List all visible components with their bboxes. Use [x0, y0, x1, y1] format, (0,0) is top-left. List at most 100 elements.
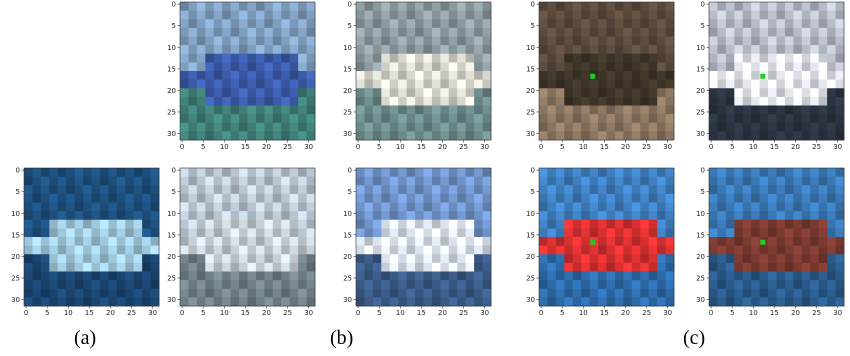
- green-marker: [760, 239, 766, 245]
- x-tick-label: 5: [560, 143, 564, 151]
- green-marker: [760, 73, 766, 79]
- x-tick-label: 20: [262, 309, 271, 317]
- x-tick-label: 10: [220, 143, 229, 151]
- x-tick-label: 5: [560, 309, 564, 317]
- y-tick-label: 15: [11, 231, 20, 239]
- y-tick-label: 30: [343, 130, 352, 138]
- image-panel-svg: 0 5 10 15 20 25 30 0 5 10 15 20 25 30: [167, 167, 316, 317]
- panel-b-top-right: 0 5 10 15 20 25 30 0 5 10 15 20 25 30: [340, 0, 495, 152]
- y-tick-label: 10: [11, 210, 20, 218]
- y-tick-label: 10: [696, 44, 705, 52]
- y-tick-label: 0: [348, 167, 352, 175]
- x-tick-label: 0: [356, 309, 360, 317]
- y-tick-label: 15: [696, 65, 705, 73]
- y-tick-label: 5: [348, 22, 352, 30]
- x-tick-label: 0: [180, 309, 184, 317]
- x-tick-label: 30: [663, 143, 672, 151]
- image-panel-svg: 0 5 10 15 20 25 30 0 5 10 15 20 25 30: [696, 167, 845, 317]
- image-panel-svg: 0 5 10 15 20 25 30 0 5 10 15 20 25 30: [343, 167, 492, 317]
- y-tick-label: 10: [526, 210, 535, 218]
- panel-b-bottom-right: 0 5 10 15 20 25 30 0 5 10 15 20 25 30: [340, 166, 495, 318]
- y-tick-label: 30: [696, 296, 705, 304]
- y-tick-label: 20: [167, 87, 176, 95]
- y-tick-label: 5: [701, 188, 705, 196]
- image-panel-svg: 0 5 10 15 20 25 30 0 5 10 15 20 25 30: [696, 1, 845, 151]
- y-tick-label: 25: [11, 274, 20, 282]
- x-tick-label: 20: [438, 309, 447, 317]
- y-tick-label: 30: [526, 130, 535, 138]
- x-tick-label: 15: [241, 143, 250, 151]
- y-tick-label: 20: [696, 253, 705, 261]
- x-tick-label: 30: [480, 143, 489, 151]
- y-tick-label: 5: [172, 22, 176, 30]
- x-tick-label: 15: [417, 309, 426, 317]
- y-tick-label: 15: [167, 65, 176, 73]
- x-tick-label: 5: [730, 143, 734, 151]
- x-tick-label: 20: [438, 143, 447, 151]
- y-tick-label: 15: [526, 231, 535, 239]
- x-tick-label: 25: [127, 309, 136, 317]
- image-panel-svg: 0 5 10 15 20 25 30 0 5 10 15 20 25 30: [343, 1, 492, 151]
- x-tick-label: 15: [241, 309, 250, 317]
- y-tick-label: 25: [167, 274, 176, 282]
- y-tick-label: 30: [696, 130, 705, 138]
- panel-c-top-left: 0 5 10 15 20 25 30 0 5 10 15 20 25 30: [523, 0, 678, 152]
- y-tick-label: 25: [696, 108, 705, 116]
- x-tick-label: 10: [749, 309, 758, 317]
- x-tick-label: 25: [459, 143, 468, 151]
- x-tick-label: 15: [600, 143, 609, 151]
- x-tick-label: 0: [539, 143, 543, 151]
- x-tick-label: 15: [417, 143, 426, 151]
- panel-b-bottom-left: 0 5 10 15 20 25 30 0 5 10 15 20 25 30: [164, 166, 319, 318]
- x-tick-label: 30: [480, 309, 489, 317]
- y-tick-label: 25: [696, 274, 705, 282]
- y-tick-label: 5: [701, 22, 705, 30]
- y-tick-label: 5: [16, 188, 20, 196]
- y-tick-label: 30: [526, 296, 535, 304]
- x-tick-label: 20: [791, 143, 800, 151]
- x-tick-label: 5: [201, 309, 205, 317]
- y-tick-label: 15: [696, 231, 705, 239]
- x-tick-label: 20: [262, 143, 271, 151]
- y-tick-label: 0: [172, 167, 176, 175]
- y-tick-label: 20: [343, 253, 352, 261]
- x-tick-label: 25: [283, 309, 292, 317]
- y-tick-label: 10: [696, 210, 705, 218]
- y-tick-label: 25: [343, 274, 352, 282]
- x-tick-label: 10: [579, 309, 588, 317]
- x-tick-label: 30: [304, 309, 313, 317]
- y-tick-label: 20: [526, 87, 535, 95]
- x-tick-label: 10: [579, 143, 588, 151]
- y-tick-label: 20: [696, 87, 705, 95]
- x-tick-label: 30: [663, 309, 672, 317]
- green-marker: [590, 73, 596, 79]
- x-tick-label: 20: [621, 143, 630, 151]
- panel-c-bottom-left: 0 5 10 15 20 25 30 0 5 10 15 20 25 30: [523, 166, 678, 318]
- y-tick-label: 0: [531, 1, 535, 9]
- x-tick-label: 15: [770, 143, 779, 151]
- x-tick-label: 0: [356, 143, 360, 151]
- green-marker: [590, 239, 596, 245]
- y-tick-label: 20: [343, 87, 352, 95]
- y-tick-label: 10: [167, 210, 176, 218]
- caption-b: (b): [330, 327, 354, 349]
- y-tick-label: 30: [11, 296, 20, 304]
- y-tick-label: 25: [526, 274, 535, 282]
- x-tick-label: 25: [812, 143, 821, 151]
- x-tick-label: 25: [459, 309, 468, 317]
- image-panel-svg: 0 5 10 15 20 25 30 0 5 10 15 20 25 30: [167, 1, 316, 151]
- x-tick-label: 5: [377, 309, 381, 317]
- x-tick-label: 5: [201, 143, 205, 151]
- y-tick-label: 15: [343, 65, 352, 73]
- panel-b-top-left: 0 5 10 15 20 25 30 0 5 10 15 20 25 30: [164, 0, 319, 152]
- y-tick-label: 20: [526, 253, 535, 261]
- y-tick-label: 0: [172, 1, 176, 9]
- x-tick-label: 15: [600, 309, 609, 317]
- y-tick-label: 0: [16, 167, 20, 175]
- x-tick-label: 5: [730, 309, 734, 317]
- image-panel-svg: 0 5 10 15 20 25 30 0 5 10 15 20 25 30: [526, 167, 675, 317]
- x-tick-label: 20: [106, 309, 115, 317]
- x-tick-label: 5: [377, 143, 381, 151]
- caption-a: (a): [74, 327, 97, 349]
- panel-a-bottom: 0 5 10 15 20 25 30 0 5 10 15 20 25 30: [8, 166, 163, 318]
